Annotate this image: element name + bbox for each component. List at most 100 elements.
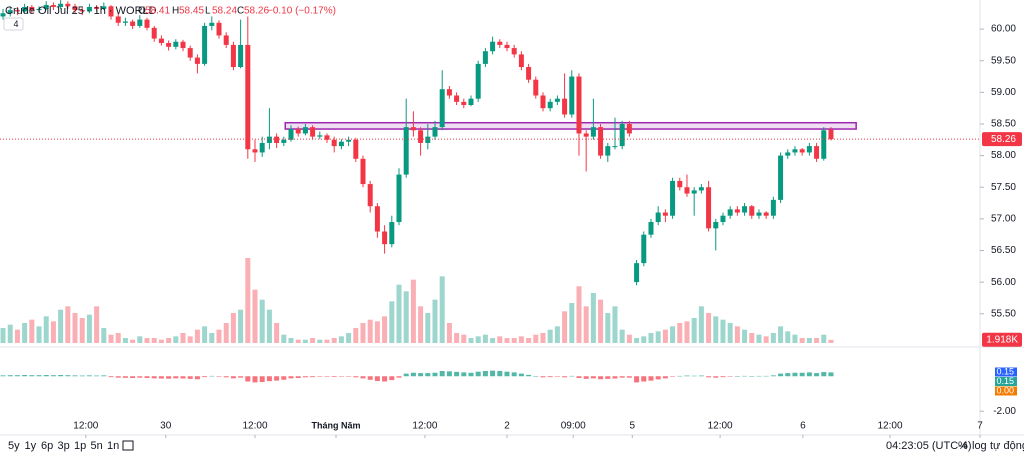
volume-bar — [58, 309, 64, 343]
indicator-bar — [410, 372, 416, 377]
indicator-bar — [439, 371, 445, 377]
volume-bar — [130, 339, 136, 343]
candle-body — [734, 209, 740, 213]
volume-bar — [475, 336, 481, 343]
volume-bar — [677, 323, 683, 343]
indicator-bar — [151, 376, 157, 379]
indicator-bar — [403, 373, 409, 377]
calendar-icon[interactable] — [122, 440, 134, 451]
candle-body — [58, 3, 64, 7]
x-tick-label: 6 — [800, 421, 806, 432]
indicator-bar — [814, 373, 820, 377]
candle-body — [619, 123, 625, 147]
volume-bar — [158, 339, 164, 343]
volume-bar — [619, 329, 625, 343]
indicator-bar — [353, 376, 359, 378]
indicator-bar — [108, 376, 114, 378]
range-button[interactable]: 1n — [107, 440, 119, 452]
indicator-value: 0.15 — [996, 376, 1014, 386]
price-pane — [0, 0, 980, 343]
volume-bar — [727, 323, 733, 343]
candle-body — [36, 8, 42, 11]
indicator-bar — [295, 376, 301, 378]
volume-bar — [569, 303, 575, 343]
volume-bar — [540, 333, 546, 343]
indicator-bar — [792, 372, 798, 377]
volume-bar — [533, 334, 539, 343]
indicator-bar — [432, 372, 438, 377]
indicator-bar — [324, 376, 330, 377]
candle-body — [115, 16, 121, 23]
volume-bar — [504, 338, 510, 343]
indicator-bar — [446, 371, 452, 377]
ohlc-value: 58.26 — [244, 6, 269, 17]
volume-bar — [799, 338, 805, 343]
candle-body — [295, 129, 301, 134]
indicator-bar — [662, 376, 668, 379]
range-button[interactable]: 5y — [8, 440, 20, 452]
range-button[interactable]: 3p — [58, 440, 70, 452]
indicator-bar — [29, 375, 35, 377]
volume-bar — [641, 336, 647, 343]
indicator-bar — [14, 375, 20, 377]
volume-bar — [295, 339, 301, 343]
volume-bar — [490, 338, 496, 343]
candle-body — [526, 67, 532, 80]
indicator-bar — [79, 375, 85, 377]
volume-bar — [605, 313, 611, 343]
indicator-bar — [569, 375, 575, 377]
volume-bar — [266, 309, 272, 343]
candle-body — [29, 6, 35, 11]
volume-bar — [583, 306, 589, 343]
candle-body — [583, 133, 589, 137]
indicator-toggle[interactable] — [3, 17, 24, 31]
candle-body — [742, 206, 748, 213]
indicator-bar — [475, 371, 481, 377]
indicator-bar — [655, 376, 661, 380]
percent-toggle[interactable]: % — [958, 440, 968, 452]
indicator-count[interactable]: 4 — [13, 19, 18, 29]
candle-body — [144, 19, 150, 28]
volume-bar — [792, 334, 798, 343]
candle-body — [151, 27, 157, 39]
indicator-bar — [216, 376, 222, 377]
auto-toggle[interactable]: tự động — [990, 440, 1024, 452]
indicator-bar — [684, 375, 690, 377]
range-button[interactable]: 5n — [91, 440, 103, 452]
range-button[interactable]: 1y — [25, 440, 37, 452]
candle-body — [158, 38, 164, 44]
indicator-bar — [634, 376, 640, 383]
volume-bar — [691, 318, 697, 343]
candle-body — [310, 127, 316, 137]
range-button[interactable]: 1p — [74, 440, 86, 452]
ohlc-value: 58.41 — [145, 6, 170, 17]
candle-body — [749, 206, 755, 216]
ohlc-key: O — [138, 6, 146, 17]
candle-body — [720, 215, 726, 223]
candle-body — [65, 3, 71, 7]
y-tick-label: 56.00 — [991, 277, 1016, 288]
candle-body — [590, 127, 596, 137]
log-toggle[interactable]: log — [972, 440, 987, 452]
volume-bar — [734, 326, 740, 343]
indicator-bar — [288, 376, 294, 379]
volume-last-label: 1.918K — [986, 334, 1018, 345]
candle-body — [389, 222, 395, 245]
volume-bar — [382, 316, 388, 343]
candle-body — [713, 222, 719, 229]
range-button[interactable]: 6p — [41, 440, 53, 452]
candle-body — [770, 199, 776, 216]
volume-bar — [626, 334, 632, 343]
indicator-bar — [598, 376, 604, 380]
candle-body — [180, 41, 186, 49]
indicator-bar — [166, 376, 172, 379]
indicator-bar — [94, 375, 100, 377]
candle-body — [79, 10, 85, 12]
indicator-bar — [194, 376, 200, 380]
indicator-bar — [533, 376, 539, 377]
y-tick-label: 59.00 — [991, 87, 1016, 98]
candle-body — [626, 123, 632, 134]
candle-body — [396, 174, 402, 223]
volume-bar — [274, 323, 280, 343]
volume-bar — [331, 338, 337, 343]
